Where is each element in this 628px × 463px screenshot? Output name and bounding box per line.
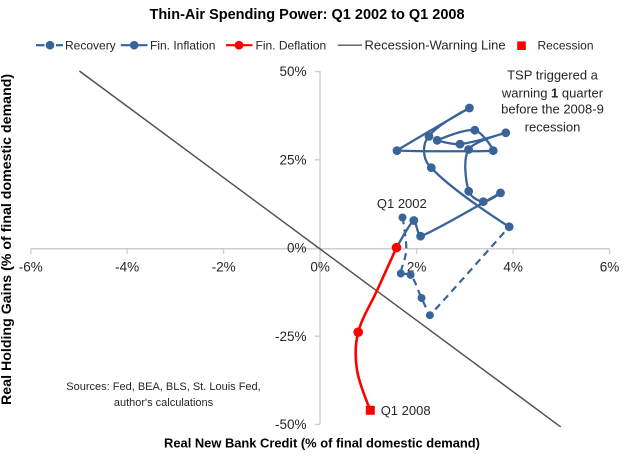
svg-text:50%: 50%	[279, 64, 306, 79]
svg-text:25%: 25%	[279, 152, 306, 167]
svg-text:-25%: -25%	[275, 329, 307, 344]
svg-text:-50%: -50%	[275, 417, 307, 432]
svg-text:-2%: -2%	[212, 259, 236, 274]
svg-text:recession: recession	[525, 120, 581, 135]
svg-text:6%: 6%	[600, 259, 620, 274]
svg-text:Q1 2002: Q1 2002	[377, 196, 427, 211]
svg-text:2%: 2%	[407, 259, 427, 274]
svg-text:author's calculations: author's calculations	[114, 397, 214, 409]
svg-text:TSP triggered a: TSP triggered a	[507, 68, 599, 83]
svg-text:Recession: Recession	[538, 38, 594, 52]
svg-text:Recovery: Recovery	[65, 38, 116, 52]
svg-text:0%: 0%	[287, 241, 307, 256]
svg-text:Fin. Inflation: Fin. Inflation	[150, 38, 215, 52]
svg-text:-4%: -4%	[115, 259, 139, 274]
svg-text:0%: 0%	[310, 259, 330, 274]
svg-text:Real New Bank Credit (% of fin: Real New Bank Credit (% of final domesti…	[164, 436, 480, 451]
svg-text:4%: 4%	[503, 259, 523, 274]
svg-text:Recession-Warning Line: Recession-Warning Line	[365, 37, 506, 52]
svg-text:before the 2008-9: before the 2008-9	[501, 102, 604, 117]
svg-text:Real Holding Gains (% of final: Real Holding Gains (% of final domestic …	[0, 74, 15, 405]
svg-text:Thin-Air Spending Power: Q1 20: Thin-Air Spending Power: Q1 2002 to Q1 2…	[149, 7, 464, 23]
svg-text:Fin. Deflation: Fin. Deflation	[256, 38, 327, 52]
svg-text:Q1 2008: Q1 2008	[381, 403, 431, 418]
svg-text:Sources: Fed, BEA, BLS, St. Lo: Sources: Fed, BEA, BLS, St. Louis Fed,	[66, 381, 260, 393]
svg-text:-6%: -6%	[19, 259, 43, 274]
svg-text:warning 1 quarter: warning 1 quarter	[501, 86, 604, 101]
